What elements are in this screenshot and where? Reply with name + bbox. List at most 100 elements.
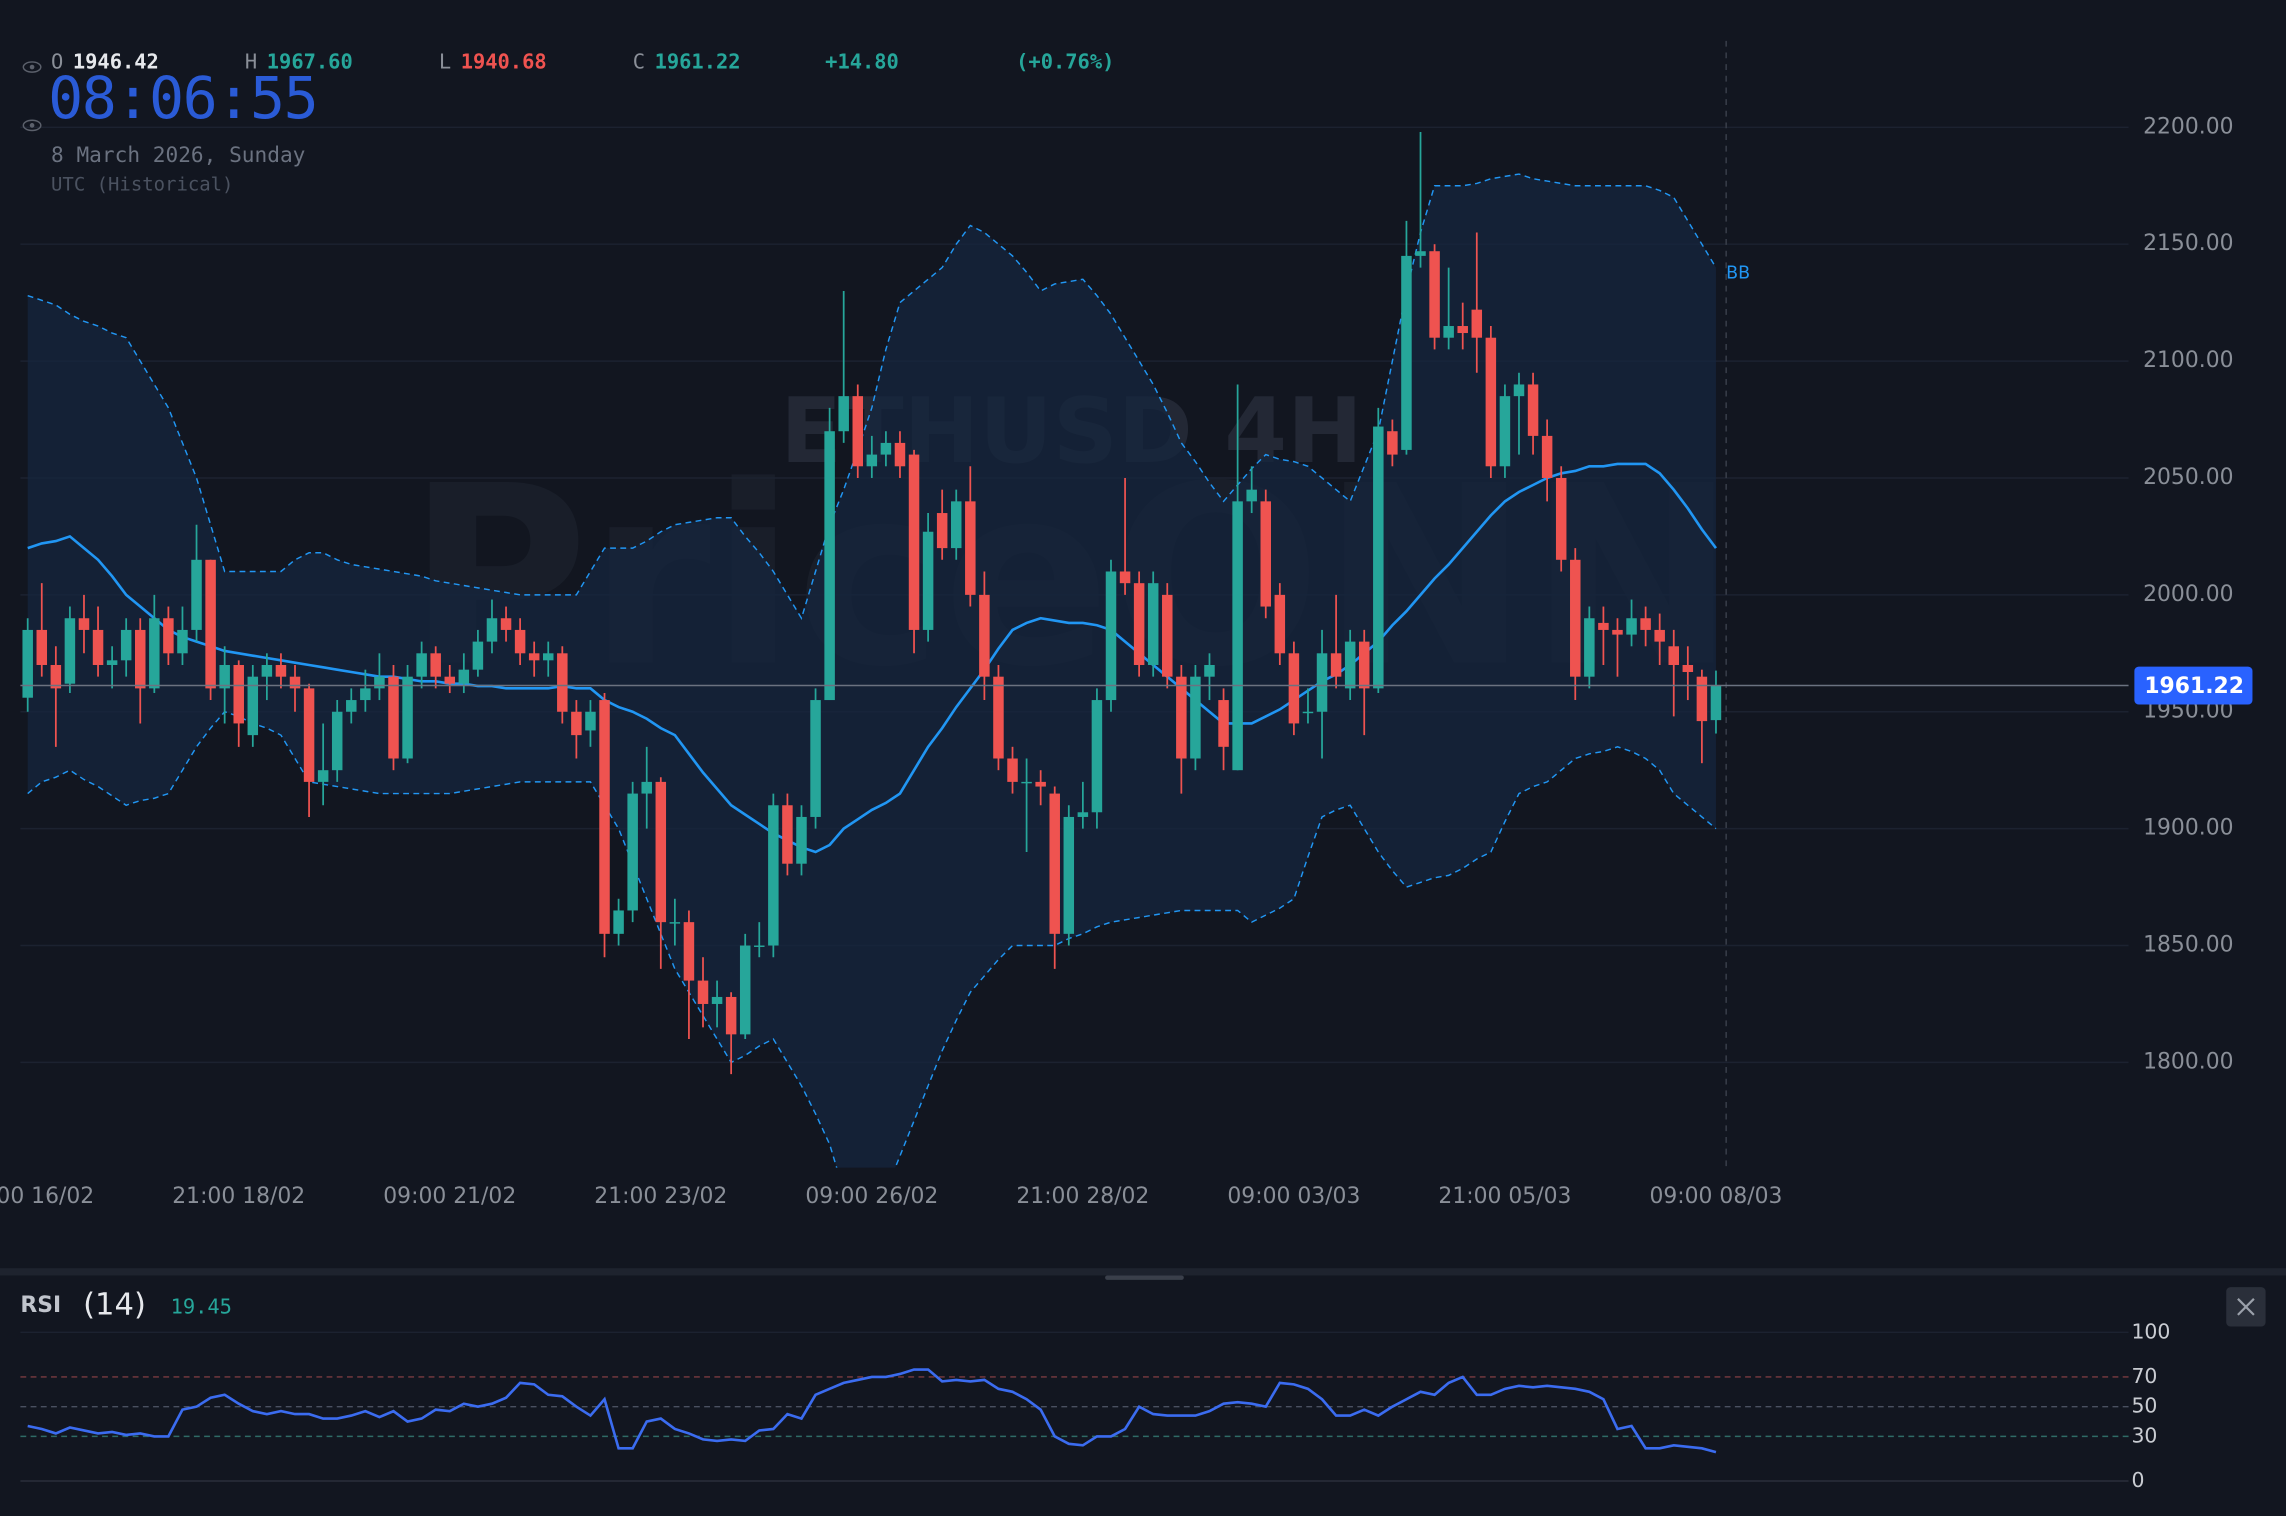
candle-body bbox=[965, 501, 976, 595]
visibility-icon[interactable] bbox=[22, 119, 42, 132]
candle-body bbox=[1682, 664, 1694, 673]
candle-body bbox=[796, 816, 807, 864]
date: 8 March 2026, Sunday bbox=[51, 142, 305, 167]
candle-body bbox=[149, 618, 160, 689]
candle-body bbox=[191, 559, 202, 630]
candle-body bbox=[64, 618, 76, 684]
candle-body bbox=[1513, 384, 1525, 397]
bb-upper bbox=[27, 173, 1717, 621]
candle-body bbox=[1246, 489, 1257, 502]
candle-body bbox=[1373, 426, 1384, 689]
candle-body bbox=[1007, 758, 1018, 782]
candle-body bbox=[1077, 812, 1089, 817]
candle-body bbox=[22, 629, 33, 698]
candle-body bbox=[1429, 251, 1440, 338]
candle-body bbox=[571, 711, 582, 736]
candle-body bbox=[1696, 676, 1708, 722]
rsi-title: RSI bbox=[20, 1293, 61, 1318]
candle-body bbox=[416, 653, 427, 677]
bb-band-fill bbox=[27, 174, 1716, 1168]
candle-body bbox=[1668, 646, 1679, 665]
candle-body bbox=[1119, 571, 1131, 584]
candle-body bbox=[1555, 477, 1567, 560]
candle-body bbox=[810, 700, 821, 817]
legend-value: 1961.22 bbox=[655, 50, 741, 74]
candle-body bbox=[1584, 618, 1595, 677]
candle-body bbox=[1049, 793, 1060, 934]
x-tick-label: 09:00 08/03 bbox=[1649, 1184, 1782, 1209]
candle-body bbox=[1457, 326, 1468, 334]
candle-body bbox=[542, 653, 554, 661]
candle-body bbox=[528, 653, 540, 661]
candle-body bbox=[1260, 501, 1272, 607]
candle-body bbox=[1640, 618, 1651, 630]
candle-body bbox=[613, 910, 624, 934]
y-tick-label: 1850.00 bbox=[2143, 933, 2233, 958]
candle-body bbox=[922, 531, 934, 630]
rsi-tick-label: 50 bbox=[2131, 1394, 2157, 1418]
candle-body bbox=[739, 945, 751, 1035]
candle-body bbox=[106, 660, 118, 665]
candle-body bbox=[683, 922, 695, 981]
x-tick-label: 21:00 05/03 bbox=[1438, 1184, 1571, 1209]
candle-body bbox=[331, 711, 343, 771]
ohlc-legend: O 1946.42 H 1967.60 L 1940.68 C 1961.22 bbox=[51, 50, 741, 74]
candle-body bbox=[1415, 251, 1426, 256]
candle-body bbox=[1190, 676, 1201, 759]
candle-body bbox=[1570, 559, 1581, 677]
candle-body bbox=[655, 781, 667, 923]
candle-body bbox=[585, 711, 596, 731]
y-tick-label: 1800.00 bbox=[2143, 1049, 2233, 1074]
candle-body bbox=[697, 980, 709, 1004]
x-tick-label: 09:00 16/02 bbox=[0, 1184, 94, 1209]
candle-body bbox=[1330, 653, 1342, 677]
candle-body bbox=[1527, 384, 1539, 436]
visibility-icon[interactable] bbox=[22, 61, 42, 73]
pane-separator[interactable] bbox=[0, 1268, 2286, 1276]
candle-body bbox=[1358, 641, 1370, 689]
candle-body bbox=[1344, 641, 1356, 689]
close-pane-button[interactable] bbox=[2226, 1287, 2266, 1327]
last-price-tag bbox=[2134, 666, 2253, 705]
candle-body bbox=[711, 996, 723, 1004]
pane-resize-handle[interactable] bbox=[1105, 1275, 1184, 1280]
candle-body bbox=[78, 618, 90, 630]
candle-body bbox=[641, 781, 652, 794]
candle-body bbox=[135, 629, 146, 689]
candle-body bbox=[1541, 435, 1553, 478]
y-tick-label: 2150.00 bbox=[2143, 231, 2233, 256]
clock: 08:06:55 bbox=[48, 64, 317, 132]
candle-body bbox=[402, 676, 413, 759]
x-tick-label: 09:00 21/02 bbox=[383, 1184, 516, 1209]
candle-body bbox=[1626, 618, 1637, 635]
rsi-tick-label: 70 bbox=[2131, 1364, 2157, 1388]
candle-body bbox=[177, 629, 188, 654]
candle-body bbox=[50, 664, 62, 689]
legend-key: C bbox=[633, 50, 645, 74]
candle-body bbox=[1471, 309, 1483, 338]
candle-body bbox=[458, 669, 470, 684]
candle-body bbox=[1443, 326, 1454, 338]
legend-key: H bbox=[245, 50, 257, 74]
rsi-tick-label: 0 bbox=[2131, 1468, 2144, 1492]
candle-body bbox=[1091, 700, 1103, 813]
legend-value: 1940.68 bbox=[461, 50, 547, 74]
candle-body bbox=[627, 793, 638, 911]
candle-body bbox=[388, 676, 399, 759]
bb-label: BB bbox=[1726, 263, 1750, 283]
candle-body bbox=[1133, 583, 1145, 665]
candle-body bbox=[1218, 700, 1229, 747]
candle-body bbox=[275, 664, 287, 677]
rsi-period: (14) bbox=[83, 1288, 146, 1323]
last-price-label: 1961.22 bbox=[2144, 674, 2244, 699]
candle-body bbox=[444, 676, 456, 684]
candle-body bbox=[303, 688, 315, 782]
timezone: UTC (Historical) bbox=[51, 174, 233, 196]
x-tick-label: 09:00 26/02 bbox=[805, 1184, 938, 1209]
legend-key: O bbox=[51, 50, 63, 74]
candle-body bbox=[219, 664, 230, 689]
candle-body bbox=[1147, 583, 1159, 665]
candle-body bbox=[866, 454, 878, 467]
